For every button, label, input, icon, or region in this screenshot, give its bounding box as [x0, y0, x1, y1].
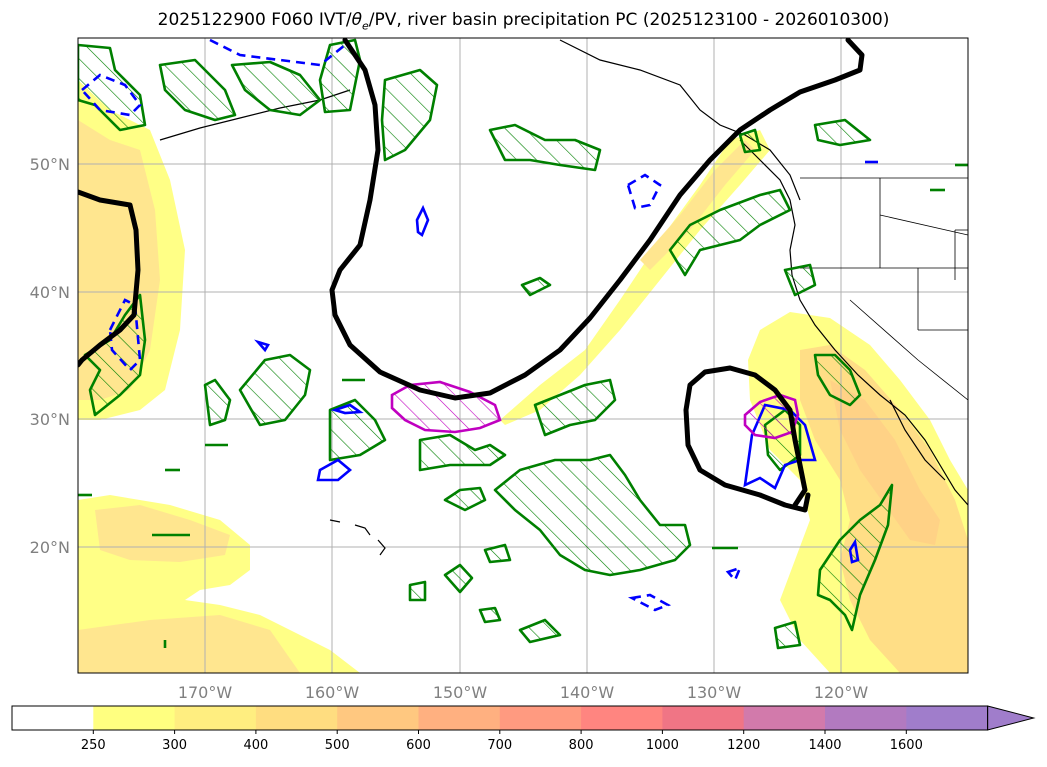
colorbar-segment [662, 706, 745, 730]
contour-south-2 [443, 486, 487, 512]
neg-solid-5 [848, 538, 860, 564]
ivt-region-band-core [640, 140, 755, 270]
canada-coast [739, 139, 796, 276]
ivt-region-east-core [830, 380, 940, 545]
pv-contours [78, 38, 865, 513]
neg-solid-6 [254, 339, 270, 353]
lon-tick: 120°W [814, 683, 869, 702]
positive-contours [78, 38, 894, 650]
ivt-region-southwest-lower [78, 615, 300, 673]
colorbar-tick-label: 500 [325, 738, 350, 753]
colorbar-tick-label: 400 [243, 738, 268, 753]
contour-east-4 [773, 620, 802, 650]
lat-tick: 50°N [30, 155, 70, 174]
baja-coast [889, 399, 946, 481]
colorbar-tick-label: 600 [406, 738, 431, 753]
neg-dash-5 [627, 593, 672, 612]
colorbar-segment [825, 706, 907, 730]
state-borders [800, 178, 968, 401]
colorbar-tick-label: 800 [569, 738, 594, 753]
neg-solid-2 [316, 458, 353, 482]
contour-south-5 [408, 580, 427, 602]
contour-east-1 [813, 353, 862, 407]
contour-east-3 [816, 483, 894, 632]
negative-contours [80, 38, 878, 612]
colorbar-segment [255, 706, 338, 730]
colorbar-tick-label: 1000 [646, 738, 679, 753]
contour-central-3 [328, 398, 387, 462]
contour-mid-2 [668, 188, 792, 277]
colorbar-segment [418, 706, 501, 730]
pv-contour-east [683, 365, 811, 513]
contour-central-5 [533, 378, 617, 437]
contour-east-6 [738, 128, 762, 154]
neg-solid-1 [415, 204, 430, 238]
ivt-region-southwest-core [95, 505, 230, 562]
lat-tick: 20°N [30, 538, 70, 557]
colorbar-tick-label: 300 [162, 738, 187, 753]
colorbar-segment [93, 706, 176, 730]
figure-title: 2025122900 F060 IVT/θe/PV, river basin p… [157, 10, 890, 33]
pv-contour-main [329, 38, 865, 401]
colorbar-tick-label: 1600 [890, 738, 923, 753]
neg-dash-3 [626, 173, 662, 210]
colorbar-tick-label: 250 [81, 738, 106, 753]
colorbar-extend-arrow [987, 705, 1036, 731]
colorbar-segment [581, 706, 663, 730]
us-west-coast [791, 274, 968, 506]
pv-contour-west [78, 189, 141, 368]
contour-south-6 [518, 618, 562, 644]
lat-tick: 30°N [30, 410, 70, 429]
colorbar-tick-label: 700 [487, 738, 512, 753]
neg-dash-4 [108, 298, 142, 372]
colorbar-segment [174, 706, 257, 730]
lon-tick-labels: 170°W 160°W 150°W 140°W 130°W 120°W [178, 683, 869, 702]
contour-mid-1 [488, 123, 602, 172]
lon-tick: 170°W [178, 683, 233, 702]
small-positive-contours [78, 163, 968, 648]
contour-south-4 [443, 563, 474, 594]
colorbar-segment [499, 706, 582, 730]
contour-mid-3 [520, 276, 552, 297]
colorbar-tick-label: 1400 [808, 738, 841, 753]
neg-dash-2 [209, 38, 346, 67]
lat-tick: 40°N [30, 283, 70, 302]
colorbar-segment [12, 706, 94, 730]
contour-south-1 [493, 453, 692, 577]
colorbar-segment [906, 706, 989, 730]
contour-north-5 [380, 68, 439, 162]
lon-tick: 140°W [560, 683, 615, 702]
neg-solid-3 [330, 403, 364, 415]
map-frame [77, 37, 969, 674]
colorbar-segment [337, 706, 419, 730]
lat-tick-labels: 50°N 40°N 30°N 20°N [30, 155, 70, 557]
colorbar: 250 300 400 500 600 700 800 1000 1200 1400 1600 [11, 705, 1036, 753]
coastlines [159, 39, 968, 556]
lon-tick: 150°W [433, 683, 488, 702]
contour-south-7 [478, 606, 502, 624]
colorbar-segment [743, 706, 826, 730]
contour-central-2 [203, 378, 232, 427]
contour-north-3 [230, 60, 322, 117]
lon-tick: 130°W [687, 683, 742, 702]
neg-dash-1 [80, 73, 142, 117]
neg-dash-6 [725, 565, 743, 583]
hawaii-islands [329, 519, 386, 556]
contour-north-2 [158, 58, 237, 122]
contour-east-5 [813, 118, 872, 147]
contour-south-3 [483, 543, 512, 564]
lon-tick: 160°W [305, 683, 360, 702]
contour-north-1 [78, 43, 147, 132]
alaska-coast [559, 39, 801, 201]
colorbar-tick-label: 1200 [727, 738, 760, 753]
contour-central-4 [418, 433, 507, 472]
contour-central-1 [238, 353, 312, 427]
contour-mid-4 [783, 263, 817, 297]
